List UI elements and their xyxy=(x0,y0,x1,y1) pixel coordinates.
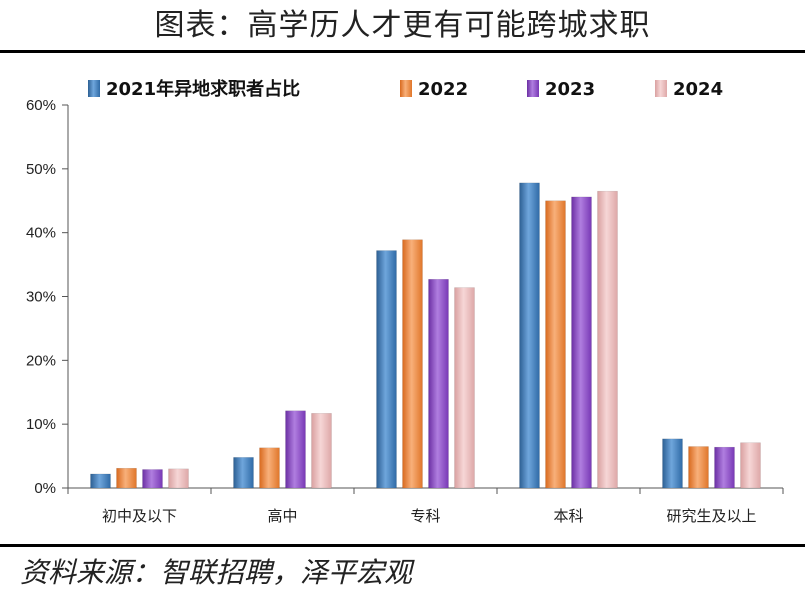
x-axis: 初中及以下 高中 专科 本科 研究生及以上 xyxy=(67,487,784,525)
bar-series-1-cat-0 xyxy=(116,467,137,489)
bar-series-1-cat-1 xyxy=(259,447,280,489)
legend-swatch xyxy=(400,80,412,97)
bottom-divider xyxy=(0,544,805,547)
legend-label: 2022 xyxy=(418,79,468,100)
y-tick-label: 40% xyxy=(26,225,56,242)
bar-series-3-cat-3 xyxy=(597,190,618,489)
bar-series-1-cat-4 xyxy=(688,446,709,489)
legend-label: 2023 xyxy=(545,79,595,100)
source-note: 资料来源：智联招聘，泽平宏观 xyxy=(20,556,413,589)
bar-series-3-cat-0 xyxy=(168,468,189,489)
bar-series-3-cat-1 xyxy=(311,413,332,489)
legend-swatch xyxy=(655,80,667,97)
legend-swatch xyxy=(88,80,100,97)
x-category-label: 高中 xyxy=(267,507,297,525)
top-divider xyxy=(0,50,805,53)
bar-series-2-cat-4 xyxy=(714,446,735,489)
bar-series-1-cat-2 xyxy=(402,239,423,489)
y-tick-label: 30% xyxy=(26,289,56,306)
y-tick-label: 50% xyxy=(26,161,56,178)
legend-label: 2021年异地求职者占比 xyxy=(106,78,300,100)
y-tick-label: 20% xyxy=(26,352,56,369)
bar-series-0-cat-0 xyxy=(90,473,111,489)
legend-label: 2024 xyxy=(673,79,723,100)
y-tick-label: 10% xyxy=(26,416,56,433)
bar-series-1-cat-3 xyxy=(545,200,566,489)
legend: 2021年异地求职者占比 2022 2023 2024 xyxy=(88,78,723,100)
chart-title: 图表：高学历人才更有可能跨城求职 xyxy=(154,8,651,43)
x-category-label: 研究生及以上 xyxy=(666,507,756,525)
bar-series-2-cat-3 xyxy=(571,196,592,489)
y-tick-label: 0% xyxy=(34,480,56,497)
x-category-label: 专科 xyxy=(410,507,440,525)
x-category-label: 本科 xyxy=(553,507,583,525)
bar-series-0-cat-1 xyxy=(233,457,254,489)
bar-series-0-cat-2 xyxy=(376,250,397,489)
bar-series-3-cat-2 xyxy=(454,287,475,489)
bar-series-2-cat-0 xyxy=(142,469,163,489)
bar-series-0-cat-4 xyxy=(662,438,683,489)
bar-series-3-cat-4 xyxy=(740,442,761,489)
legend-swatch xyxy=(527,80,539,97)
bar-series-2-cat-1 xyxy=(285,410,306,489)
x-category-label: 初中及以下 xyxy=(102,507,177,525)
bar-series-0-cat-3 xyxy=(519,182,540,489)
bar-series-2-cat-2 xyxy=(428,279,449,489)
bars xyxy=(90,182,761,489)
y-axis: 0% 10% 20% 30% 40% 50% 60% xyxy=(26,97,69,497)
y-tick-label: 60% xyxy=(26,97,56,114)
bar-chart: 2021年异地求职者占比 2022 2023 2024 0% 10% 20% 30% 40% 5… xyxy=(26,78,784,525)
